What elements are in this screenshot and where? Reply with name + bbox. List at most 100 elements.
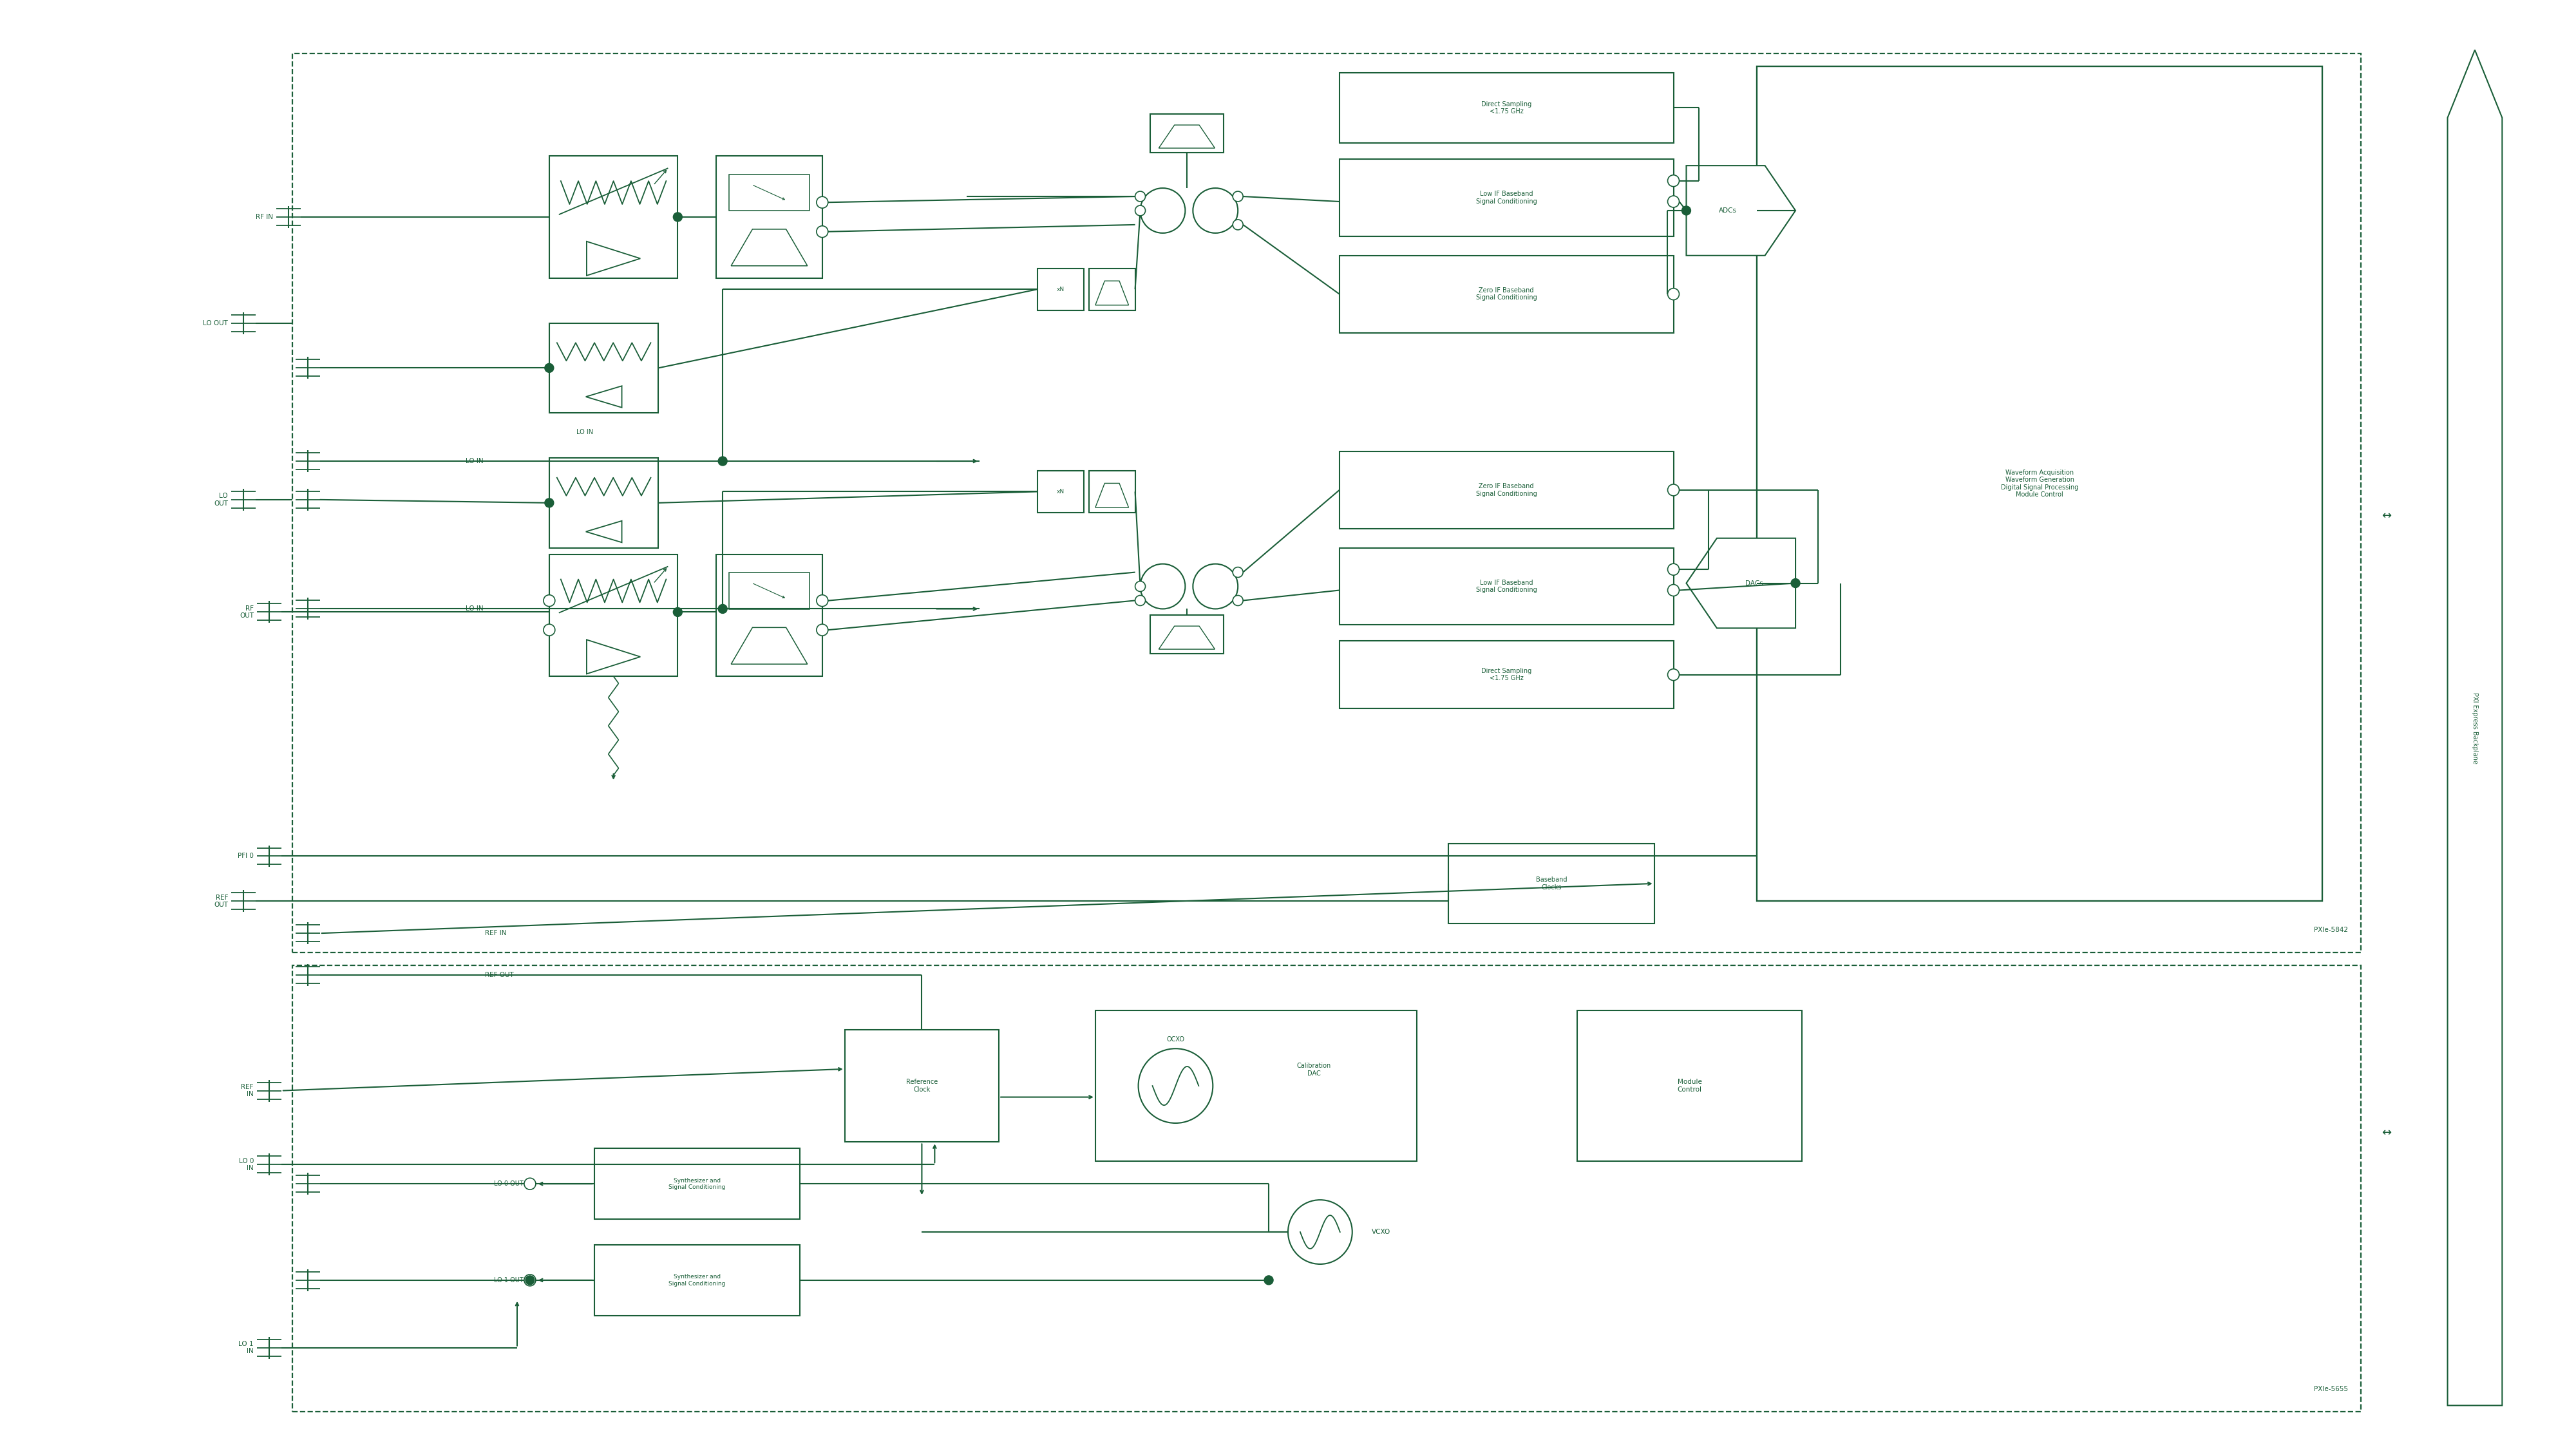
Text: PXIe-5655: PXIe-5655 bbox=[2313, 1387, 2347, 1392]
Bar bbox=[1038, 471, 1084, 513]
Text: REF IN: REF IN bbox=[484, 930, 507, 936]
Text: LO 1 OUT: LO 1 OUT bbox=[495, 1277, 523, 1284]
Circle shape bbox=[1667, 175, 1680, 187]
Text: OCXO: OCXO bbox=[1167, 1036, 1185, 1043]
Circle shape bbox=[1136, 206, 1146, 216]
Text: LO 1
IN: LO 1 IN bbox=[240, 1340, 252, 1355]
Text: REF
OUT: REF OUT bbox=[214, 894, 229, 909]
Circle shape bbox=[1141, 564, 1185, 609]
Bar bbox=[1090, 268, 1136, 310]
Text: Low IF Baseband
Signal Conditioning: Low IF Baseband Signal Conditioning bbox=[1476, 191, 1538, 204]
Text: RF IN: RF IN bbox=[255, 214, 273, 220]
Text: LO
OUT: LO OUT bbox=[214, 493, 229, 507]
Text: LO 0 OUT: LO 0 OUT bbox=[495, 1181, 523, 1187]
Circle shape bbox=[1667, 564, 1680, 575]
Polygon shape bbox=[1095, 281, 1128, 306]
Circle shape bbox=[1288, 1200, 1352, 1264]
Bar bbox=[1340, 159, 1674, 236]
Polygon shape bbox=[585, 520, 621, 542]
Bar bbox=[729, 174, 809, 212]
Bar bbox=[1340, 640, 1674, 709]
Bar bbox=[291, 54, 2360, 952]
Text: REF OUT: REF OUT bbox=[484, 972, 513, 978]
Bar bbox=[1149, 114, 1224, 152]
Bar bbox=[595, 1149, 799, 1219]
Circle shape bbox=[523, 1275, 536, 1285]
Circle shape bbox=[1234, 567, 1244, 577]
Polygon shape bbox=[732, 229, 806, 265]
Bar bbox=[1448, 843, 1654, 923]
Text: LO OUT: LO OUT bbox=[204, 320, 229, 326]
Text: xN: xN bbox=[1056, 488, 1064, 494]
Text: ↔: ↔ bbox=[2383, 510, 2391, 522]
Circle shape bbox=[523, 1178, 536, 1190]
Bar bbox=[595, 1245, 799, 1316]
Circle shape bbox=[1193, 564, 1239, 609]
Bar bbox=[291, 965, 2360, 1411]
Text: Baseband
Clocks: Baseband Clocks bbox=[1535, 877, 1566, 891]
Circle shape bbox=[1667, 484, 1680, 496]
Text: Reference
Clock: Reference Clock bbox=[907, 1080, 938, 1093]
Text: REF
IN: REF IN bbox=[242, 1084, 252, 1098]
Circle shape bbox=[1234, 220, 1244, 230]
Circle shape bbox=[1136, 191, 1146, 201]
Circle shape bbox=[1193, 188, 1239, 233]
Circle shape bbox=[1682, 206, 1690, 214]
Text: LO IN: LO IN bbox=[577, 429, 592, 436]
Circle shape bbox=[544, 625, 554, 636]
Circle shape bbox=[672, 213, 683, 222]
Polygon shape bbox=[732, 627, 806, 664]
Text: LO IN: LO IN bbox=[466, 458, 484, 464]
Text: Calibration
DAC: Calibration DAC bbox=[1296, 1062, 1332, 1077]
Circle shape bbox=[1139, 1049, 1213, 1123]
Circle shape bbox=[719, 456, 726, 465]
Text: Low IF Baseband
Signal Conditioning: Low IF Baseband Signal Conditioning bbox=[1476, 580, 1538, 593]
Circle shape bbox=[817, 197, 827, 209]
Polygon shape bbox=[587, 242, 641, 275]
Text: ADCs: ADCs bbox=[1718, 207, 1736, 214]
Bar bbox=[1340, 72, 1674, 143]
Circle shape bbox=[1234, 596, 1244, 606]
Circle shape bbox=[817, 596, 827, 607]
Bar bbox=[1038, 268, 1084, 310]
Circle shape bbox=[1234, 191, 1244, 201]
Circle shape bbox=[544, 364, 554, 372]
Circle shape bbox=[544, 596, 554, 607]
Text: LO 0
IN: LO 0 IN bbox=[240, 1158, 252, 1171]
Circle shape bbox=[1265, 1275, 1273, 1285]
Circle shape bbox=[1667, 584, 1680, 596]
Polygon shape bbox=[585, 385, 621, 407]
Circle shape bbox=[544, 498, 554, 507]
Text: Module
Control: Module Control bbox=[1677, 1080, 1703, 1093]
Bar bbox=[549, 323, 659, 413]
Bar bbox=[549, 555, 677, 677]
Bar bbox=[729, 572, 809, 609]
Bar bbox=[1340, 548, 1674, 625]
Text: Waveform Acquisition
Waveform Generation
Digital Signal Processing
Module Contro: Waveform Acquisition Waveform Generation… bbox=[2002, 469, 2079, 498]
Circle shape bbox=[526, 1275, 533, 1285]
Text: xN: xN bbox=[1056, 287, 1064, 293]
Bar bbox=[716, 555, 822, 677]
Text: Synthesizer and
Signal Conditioning: Synthesizer and Signal Conditioning bbox=[670, 1178, 726, 1190]
Text: PFI 0: PFI 0 bbox=[237, 853, 252, 859]
Text: Direct Sampling
<1.75 GHz: Direct Sampling <1.75 GHz bbox=[1481, 101, 1533, 114]
Circle shape bbox=[1667, 669, 1680, 681]
Text: DACs: DACs bbox=[1744, 580, 1762, 587]
Circle shape bbox=[719, 604, 726, 613]
Text: Direct Sampling
<1.75 GHz: Direct Sampling <1.75 GHz bbox=[1481, 668, 1533, 681]
Circle shape bbox=[672, 607, 683, 617]
Polygon shape bbox=[1687, 538, 1795, 627]
Text: Zero IF Baseband
Signal Conditioning: Zero IF Baseband Signal Conditioning bbox=[1476, 287, 1538, 301]
Text: PXIe-5842: PXIe-5842 bbox=[2313, 927, 2347, 933]
Text: Zero IF Baseband
Signal Conditioning: Zero IF Baseband Signal Conditioning bbox=[1476, 483, 1538, 497]
Bar bbox=[1340, 255, 1674, 333]
Bar bbox=[549, 458, 659, 548]
Bar bbox=[1095, 1010, 1417, 1161]
Circle shape bbox=[1667, 196, 1680, 207]
Polygon shape bbox=[1159, 125, 1216, 148]
Polygon shape bbox=[2447, 49, 2501, 1406]
Polygon shape bbox=[1159, 626, 1216, 649]
Bar bbox=[1757, 67, 2324, 901]
Circle shape bbox=[817, 625, 827, 636]
Polygon shape bbox=[587, 639, 641, 674]
